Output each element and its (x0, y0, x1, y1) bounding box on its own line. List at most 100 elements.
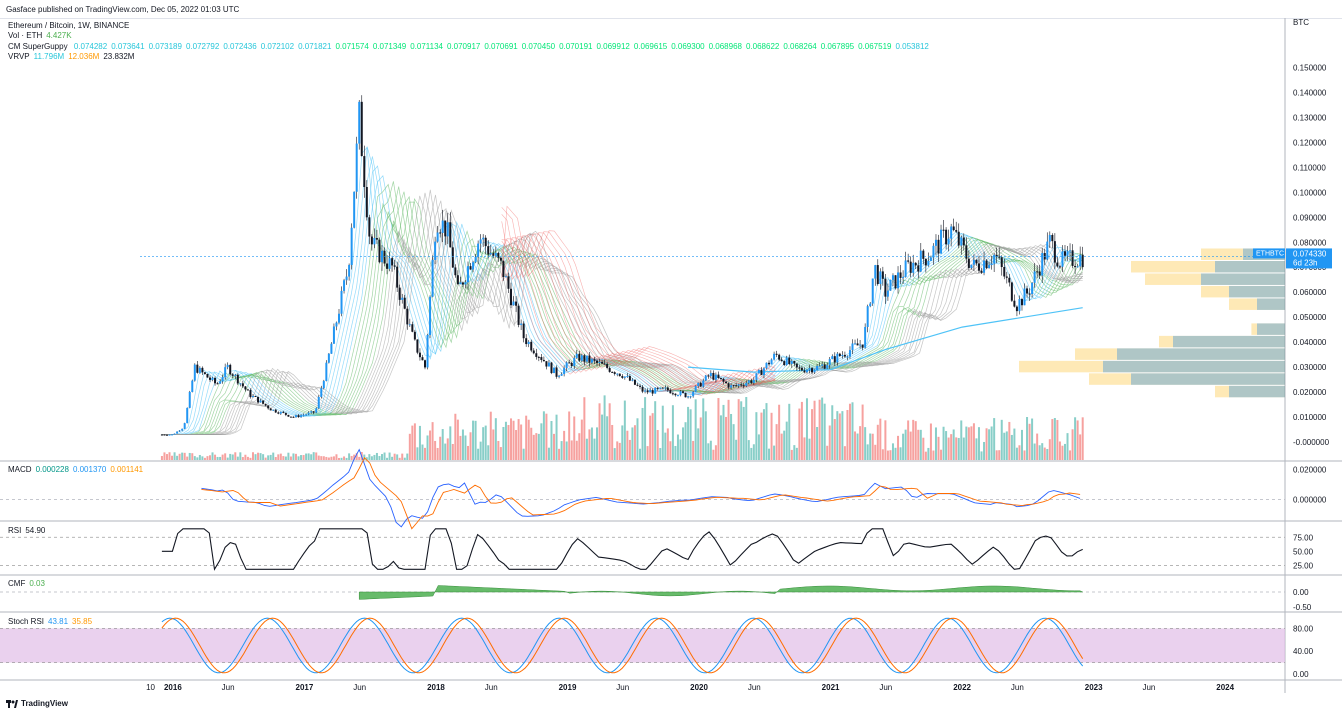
candle-body (413, 331, 416, 340)
candle-body (988, 264, 991, 269)
price-tick-label: 0.130000 (1293, 113, 1327, 122)
candle-body (661, 387, 664, 389)
volume-bar (325, 456, 328, 460)
volume-bar (773, 445, 776, 460)
guppy-ema-line (161, 189, 1083, 435)
guppy-bear-line (501, 249, 776, 396)
volume-bar (692, 440, 695, 460)
cmf-value: 0.03 (29, 579, 45, 588)
guppy-bear-line (501, 221, 776, 388)
volume-bar (983, 441, 986, 460)
candle-body (277, 412, 280, 414)
candle-body (851, 343, 854, 351)
volume-bar (593, 438, 596, 460)
candle-body (246, 389, 249, 391)
indicator-tick-label: 25.00 (1293, 561, 1314, 570)
candle-body (386, 263, 389, 269)
candle-body (472, 262, 475, 270)
volume-bar (737, 399, 740, 460)
candle-body (831, 356, 834, 360)
candle-body (762, 368, 765, 376)
candle-body (590, 359, 593, 363)
candle-body (393, 265, 396, 267)
volume-bar (386, 457, 389, 460)
time-tick-label: 2020 (690, 683, 708, 692)
macd-legend: MACD 0.000228 0.001370 0.001141 (8, 465, 147, 475)
tradingview-brand: TradingView (6, 699, 68, 708)
volume-bar (269, 454, 272, 460)
volume-bar (927, 447, 930, 460)
volume-bar (284, 456, 287, 460)
volume-bar (957, 437, 960, 460)
volume-bar (348, 453, 351, 460)
sma-line (688, 307, 1083, 373)
candle-body (694, 386, 697, 392)
guppy-ema-line (161, 165, 1083, 435)
candle-body (664, 387, 667, 389)
volume-bar (995, 450, 998, 460)
volume-bar (1056, 420, 1059, 460)
candle-body (555, 367, 558, 377)
volume-bar (876, 424, 879, 460)
candle-body (532, 350, 535, 354)
candle-body (216, 383, 219, 385)
volume-bar (310, 454, 313, 460)
price-tick-label: 0.020000 (1293, 388, 1327, 397)
volume-bar (408, 433, 411, 460)
volume-bar (1036, 433, 1039, 460)
volume-bar (922, 437, 925, 460)
candle-body (727, 383, 730, 388)
volume-bar (335, 454, 338, 460)
guppy-ema-line (161, 195, 1083, 435)
volume-bar (297, 456, 300, 460)
volume-bar (330, 456, 333, 460)
candle-body (795, 363, 798, 368)
candle-body (272, 409, 275, 411)
volume-bar (722, 404, 725, 460)
volume-bar (241, 457, 244, 460)
volume-bar (292, 453, 295, 460)
volume-bar (206, 456, 209, 460)
volume-bar (211, 452, 214, 460)
candle-body (439, 232, 442, 234)
volume-profile-down (1089, 373, 1285, 385)
volume-profile-down (1215, 385, 1285, 398)
candle-body (565, 362, 568, 368)
candle-body (297, 415, 300, 418)
candle-body (633, 379, 636, 385)
volume-bar (719, 415, 722, 460)
volume-bar (818, 399, 821, 460)
guppy-value: 0.067895 (820, 42, 855, 51)
candle-body (947, 238, 950, 245)
candle-body (709, 372, 712, 377)
stoch-d-line (161, 617, 1084, 674)
candle-body (816, 365, 819, 370)
volume-bar (454, 413, 457, 460)
volume-bar (188, 452, 191, 460)
candle-body (585, 355, 588, 362)
candle-body (383, 250, 386, 264)
volume-bar (398, 457, 401, 460)
candle-body (917, 265, 920, 272)
volume-bar (547, 447, 550, 460)
candle-body (259, 400, 262, 403)
macd-label: MACD (8, 465, 32, 474)
time-tick-label: 2024 (1216, 683, 1234, 692)
volume-bar (945, 431, 948, 460)
volume-bar (588, 429, 591, 460)
candle-body (714, 374, 717, 380)
candle-body (492, 253, 495, 256)
candle-body (846, 356, 849, 358)
volume-bar (699, 417, 702, 460)
guppy-value: 0.071349 (372, 42, 407, 51)
time-tick-label: Jun (879, 683, 892, 692)
guppy-value: 0.073641 (111, 42, 145, 51)
volume-profile-up (1117, 348, 1285, 360)
volume-bar (704, 411, 707, 460)
volume-bar (1071, 429, 1074, 460)
volume-bar (808, 438, 811, 460)
volume-bar (919, 429, 922, 460)
candle-body (985, 260, 988, 269)
volume-bar (707, 443, 710, 460)
